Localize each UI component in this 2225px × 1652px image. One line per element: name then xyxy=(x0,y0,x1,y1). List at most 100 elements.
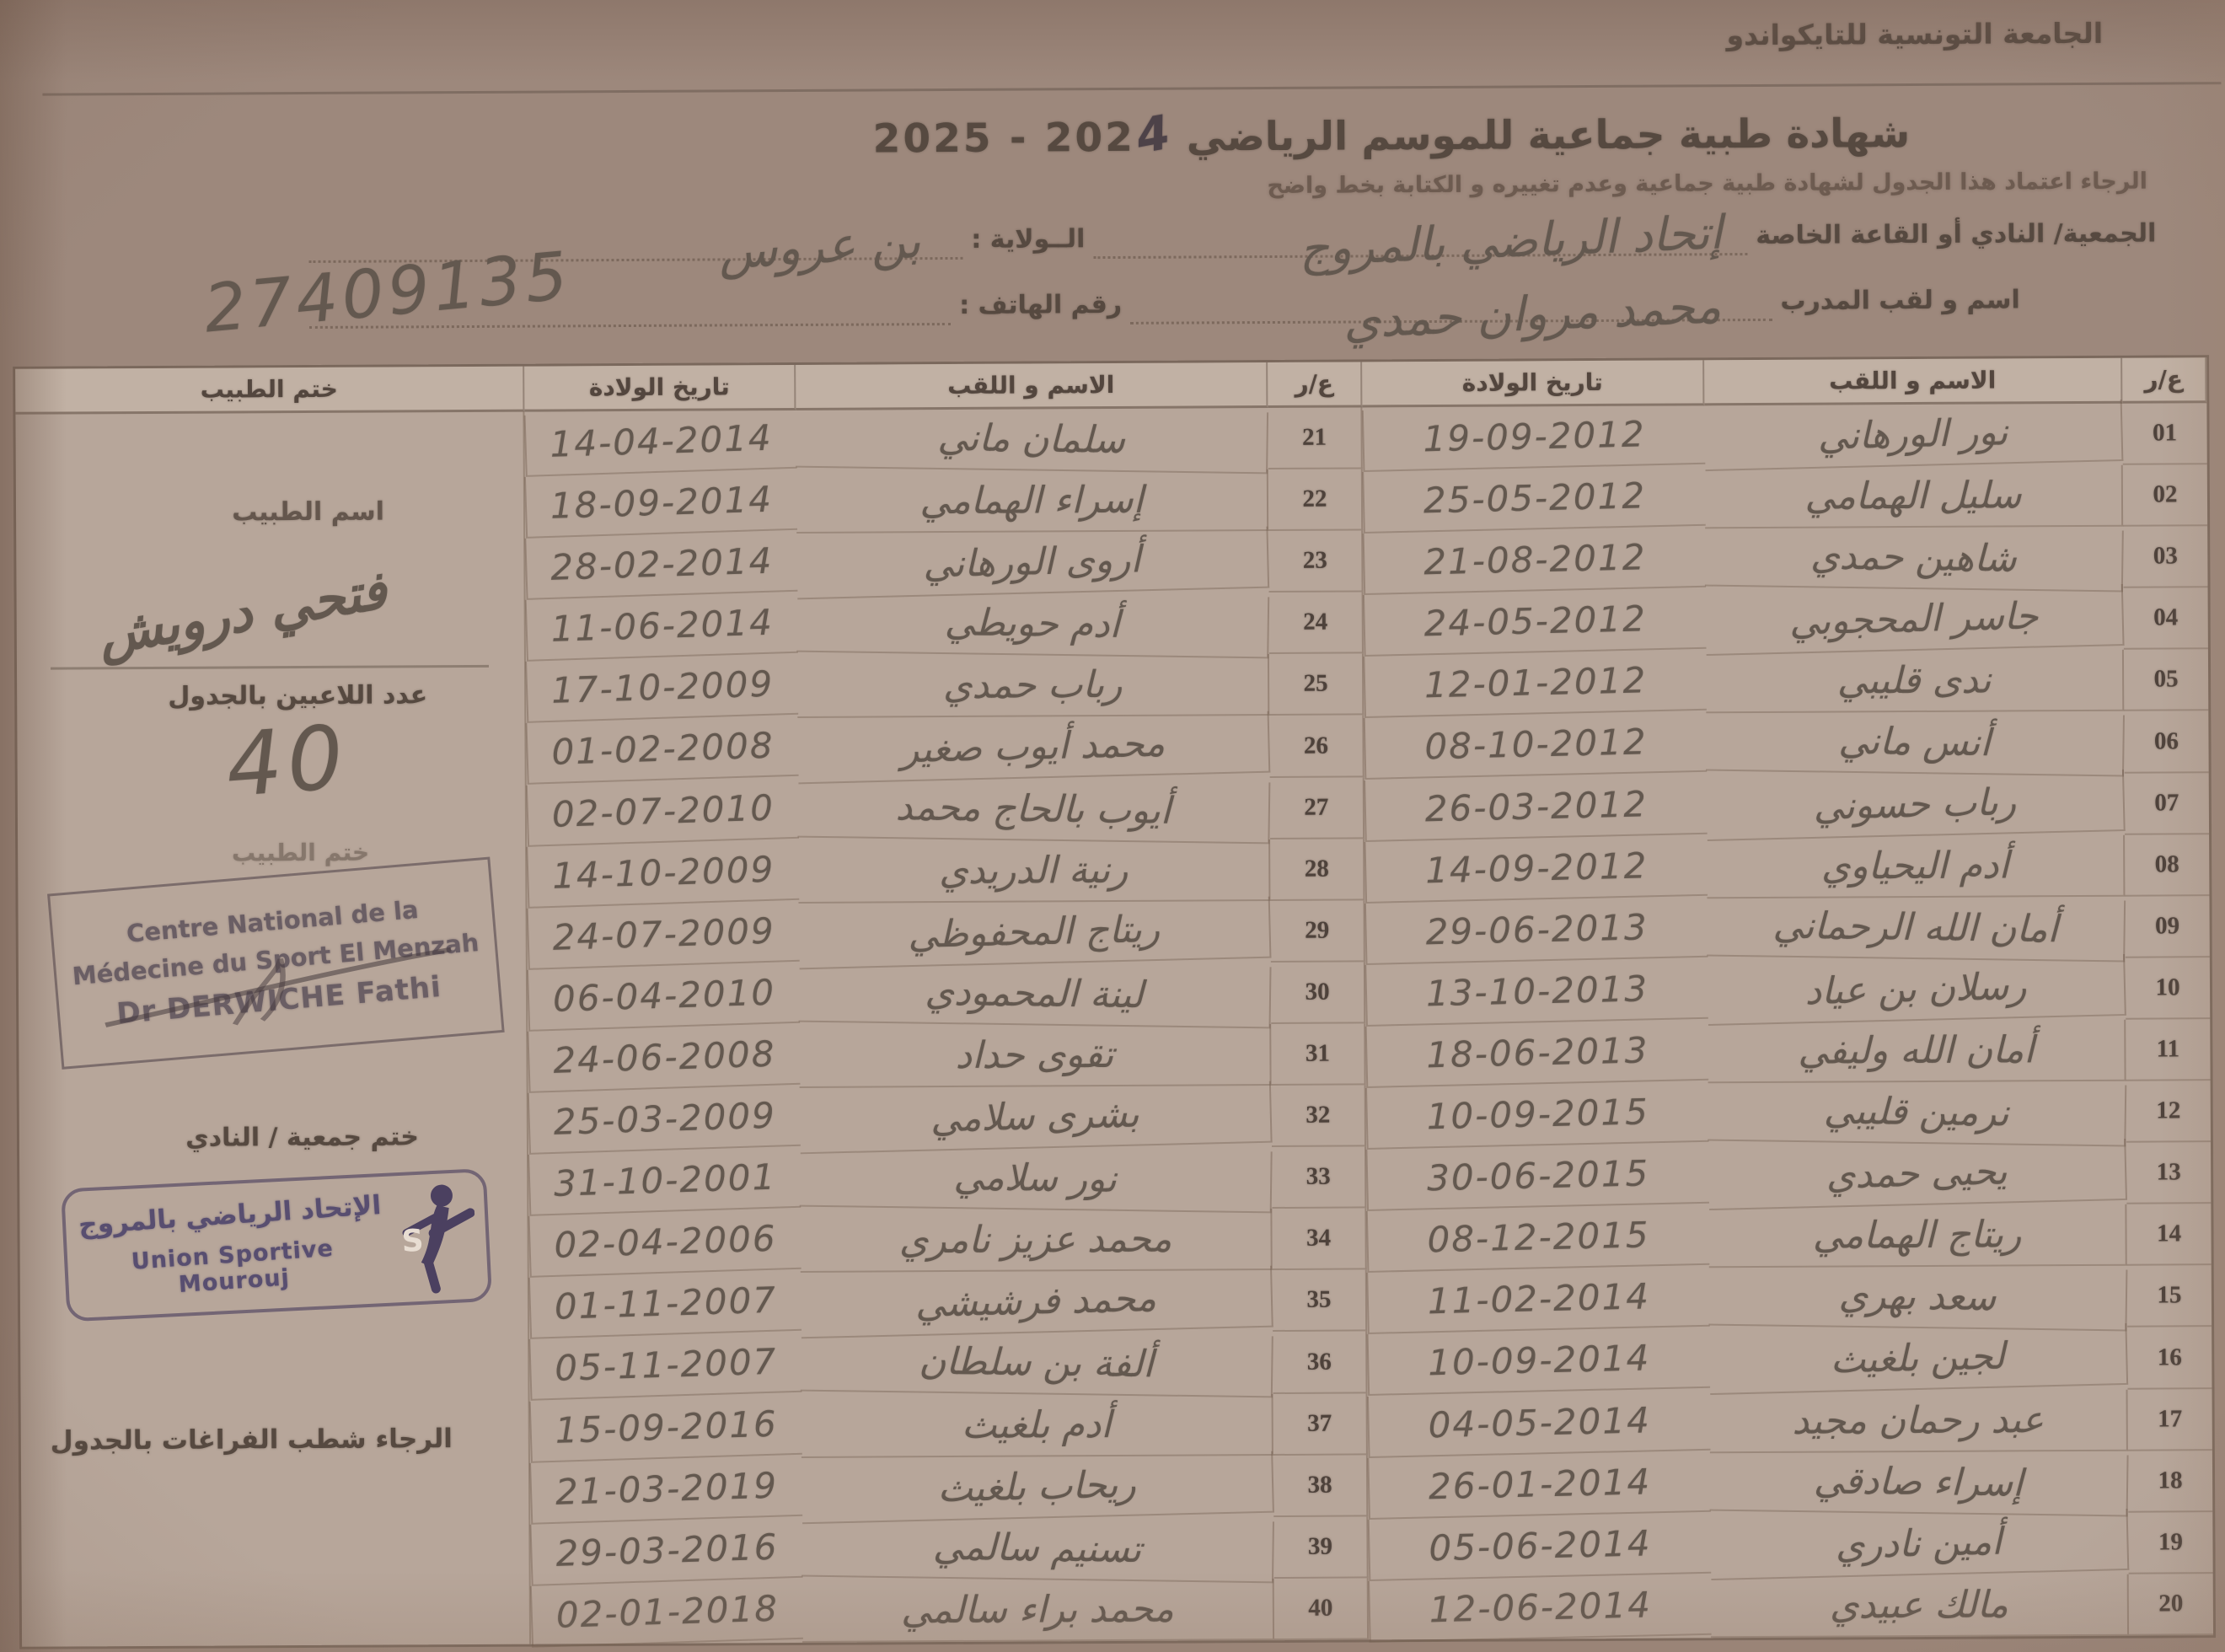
player-name: تسنيم سالمي xyxy=(802,1515,1274,1584)
player-name: نور سلامي xyxy=(799,1145,1273,1214)
birth-date: 11-06-2014 xyxy=(524,592,798,662)
player-name: جاسر المحجوبي xyxy=(1704,584,2125,657)
player-name: أدم حويطي xyxy=(796,590,1270,659)
player-name: محمد أيوب صغير xyxy=(796,711,1271,785)
player-name: يحيى حمدي xyxy=(1708,1139,2127,1211)
birth-date: 24-06-2008 xyxy=(527,1022,801,1093)
birth-date: 12-06-2014 xyxy=(1368,1573,1712,1643)
row-number: 25 xyxy=(1268,653,1364,716)
row-number: 27 xyxy=(1269,777,1365,839)
birth-date: 24-07-2009 xyxy=(526,899,800,970)
row-number: 03 xyxy=(2123,526,2208,589)
header-divider xyxy=(42,82,2222,96)
birth-date: 10-09-2015 xyxy=(1365,1080,1709,1150)
column-header: تاريخ الولادة xyxy=(524,364,796,412)
player-name: إسراء الهمامي xyxy=(796,469,1269,534)
row-number: 29 xyxy=(1270,900,1365,963)
row-number: 24 xyxy=(1268,592,1364,655)
row-number: 23 xyxy=(1268,530,1364,593)
coach-value: محمد مروان حمدي xyxy=(1343,279,1723,350)
club-label: الجمعية/ النادي أو القاعة الخاصة xyxy=(1756,218,2157,250)
birth-date: 12-01-2012 xyxy=(1363,649,1707,719)
player-name: إسراء صادقي xyxy=(1709,1449,2129,1517)
row-number: 14 xyxy=(2126,1204,2212,1267)
doctor-stamp-label: ختم الطبيب xyxy=(231,838,370,867)
club-line: الجمعية/ النادي أو القاعة الخاصة إتحاد ا… xyxy=(300,205,2157,281)
row-number: 05 xyxy=(2123,649,2209,712)
player-name: ريتاج المحفوظي xyxy=(797,896,1272,970)
row-number: 40 xyxy=(1273,1578,1370,1640)
birth-date: 08-12-2015 xyxy=(1365,1204,1710,1274)
player-name: رباب حسوني xyxy=(1706,769,2126,841)
row-number: 26 xyxy=(1269,715,1364,778)
birth-date: 11-02-2014 xyxy=(1366,1265,1710,1335)
doctor-name-label: اسم الطبيب xyxy=(232,496,385,528)
cross-out-note: الرجاء شطب الفراغات بالجدول xyxy=(50,1424,453,1456)
birth-date: 10-09-2014 xyxy=(1366,1327,1711,1397)
birth-date: 17-10-2009 xyxy=(525,653,799,724)
birth-date: 29-03-2016 xyxy=(529,1515,803,1586)
row-number: 17 xyxy=(2127,1388,2212,1451)
player-name: محمد فرشيشي xyxy=(800,1266,1273,1339)
player-name: لينة المحمودي xyxy=(798,960,1272,1029)
title-text: شهادة طبية جماعية للموسم الرياضي xyxy=(1186,110,1911,161)
doctor-stamp-column: اسم الطبيب فتحي درويش عدد اللاعبين بالجد… xyxy=(15,411,532,1647)
players-count-value: 40 xyxy=(222,705,351,818)
club-stamp-arabic: الإتحاد الرياضي بالمروج xyxy=(78,1189,383,1241)
column-header: تاريخ الولادة xyxy=(1362,360,1705,408)
row-number: 15 xyxy=(2126,1265,2212,1328)
row-number: 35 xyxy=(1272,1269,1368,1333)
player-name: نور الورهاني xyxy=(1703,399,2124,472)
birth-date: 26-03-2012 xyxy=(1364,772,1708,842)
row-number: 38 xyxy=(1273,1455,1369,1517)
phone-value: 27409135 xyxy=(201,238,575,348)
player-name: سلمان ماني xyxy=(796,405,1269,475)
birth-date: 05-06-2014 xyxy=(1367,1511,1712,1581)
row-number: 39 xyxy=(1273,1516,1369,1579)
column-header: ختم الطبيب xyxy=(15,366,525,415)
column-header: ع/ر xyxy=(1268,362,1363,409)
coach-label: اسم و لقب المدرب xyxy=(1780,285,2020,316)
doctor-stamp: Centre National de la Médecine du Sport … xyxy=(47,856,505,1070)
row-number: 02 xyxy=(2122,464,2208,527)
birth-date: 08-10-2012 xyxy=(1363,711,1708,780)
doctor-signature: فتحي درويش xyxy=(94,558,391,667)
phone-label: رقم الهاتف : xyxy=(959,289,1123,320)
birth-date: 25-05-2012 xyxy=(1362,464,1706,534)
row-number: 19 xyxy=(2128,1511,2213,1574)
player-name: شاهين حمدي xyxy=(1704,524,2124,593)
player-name: أيوب بالحاج محمد xyxy=(797,775,1271,845)
birth-date: 21-03-2019 xyxy=(529,1454,803,1525)
row-number: 08 xyxy=(2125,834,2210,897)
player-name: محمد عزيز نامري xyxy=(800,1209,1273,1274)
player-name: مالك عبيدي xyxy=(1710,1574,2130,1639)
svg-text:S: S xyxy=(401,1224,425,1259)
players-count-label: عدد اللاعبين بالجدول xyxy=(168,680,428,711)
player-name: أنس ماني xyxy=(1706,710,2125,778)
player-name: ريحاب بلغيث xyxy=(801,1451,1274,1525)
player-name: أدم بلغيث xyxy=(801,1393,1273,1458)
player-name: عبد رحمان مجيد xyxy=(1709,1389,2128,1453)
birth-date: 04-05-2014 xyxy=(1366,1388,1711,1458)
birth-date: 19-09-2012 xyxy=(1361,402,1706,473)
player-name: أمان الله الرحماني xyxy=(1707,894,2126,963)
birth-date: 24-05-2012 xyxy=(1362,587,1707,657)
season-handwritten-digit: 4 xyxy=(1132,105,1175,165)
row-number: 28 xyxy=(1270,839,1365,901)
federation-title: الجامعة التونسية للتايكواندو xyxy=(1726,16,2104,52)
row-number: 18 xyxy=(2127,1450,2213,1513)
row-number: 16 xyxy=(2127,1327,2212,1390)
row-number: 07 xyxy=(2124,772,2210,835)
row-number: 36 xyxy=(1273,1331,1368,1394)
birth-date: 15-09-2016 xyxy=(528,1392,802,1463)
player-name: أدم اليحياوي xyxy=(1707,834,2126,899)
row-number: 33 xyxy=(1271,1146,1367,1210)
player-name: ندى قليبي xyxy=(1705,650,2125,714)
birth-date: 29-06-2013 xyxy=(1364,895,1708,965)
player-name: رباب حمدي xyxy=(796,654,1270,719)
birth-date: 13-10-2013 xyxy=(1364,957,1708,1027)
birth-date: 28-02-2014 xyxy=(524,529,798,601)
club-value: إتحاد الرياضي بالمروج xyxy=(1297,205,1724,276)
birth-date: 31-10-2001 xyxy=(528,1145,802,1217)
